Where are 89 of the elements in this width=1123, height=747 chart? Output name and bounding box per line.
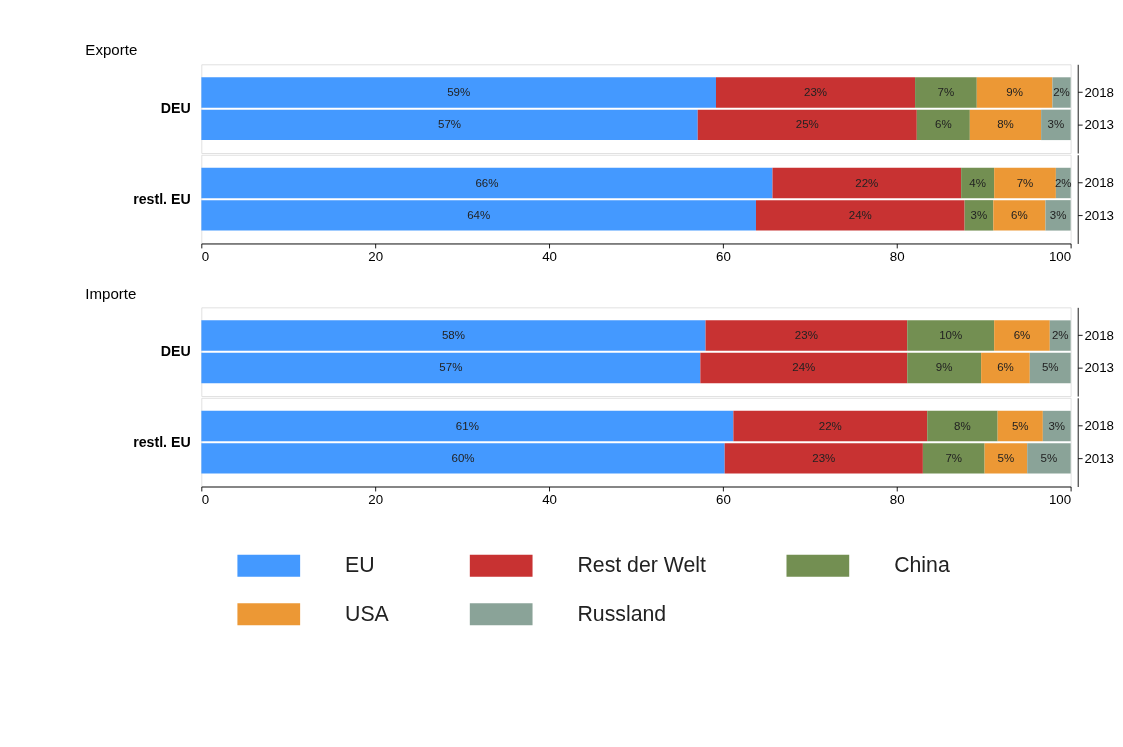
data-label: 7% xyxy=(1016,176,1034,189)
y-tick-label: 2013 xyxy=(1084,450,1115,466)
bar xyxy=(969,109,1042,141)
bar xyxy=(201,109,698,141)
data-label: 3% xyxy=(1048,419,1066,432)
data-label: 5% xyxy=(1011,419,1029,432)
bar xyxy=(976,77,1053,108)
bar xyxy=(907,320,995,351)
x-tick-label: 0 xyxy=(201,248,210,264)
y-axis-title: DEU xyxy=(160,100,191,117)
data-label: 7% xyxy=(945,451,963,464)
x-tick-label: 100 xyxy=(1048,491,1072,507)
data-label: 6% xyxy=(997,361,1014,374)
bar xyxy=(916,109,970,141)
data-label: 6% xyxy=(1011,208,1028,221)
bar xyxy=(201,352,701,384)
data-label: 8% xyxy=(954,419,971,432)
data-label: 5% xyxy=(997,451,1015,464)
bar xyxy=(201,77,716,108)
legend-label: EU xyxy=(345,553,375,578)
y-tick-label: 2018 xyxy=(1084,418,1115,434)
x-tick-label: 100 xyxy=(1048,248,1072,264)
bar xyxy=(715,77,916,108)
data-label: 9% xyxy=(1006,86,1023,99)
legend-label: Russland xyxy=(577,601,667,626)
y-tick-label: 2013 xyxy=(1084,117,1115,133)
x-tick-label: 60 xyxy=(715,491,731,507)
data-label: 2% xyxy=(1051,329,1069,342)
x-tick-label: 40 xyxy=(542,248,557,264)
legend-label: USA xyxy=(345,601,390,626)
data-label: 4% xyxy=(969,176,986,189)
data-label: 23% xyxy=(812,451,836,464)
data-label: 58% xyxy=(441,329,465,342)
y-tick-label: 2013 xyxy=(1084,207,1115,223)
y-axis-title: restl. EU xyxy=(133,433,191,450)
legend-label: Rest der Welt xyxy=(577,553,706,578)
bar xyxy=(915,77,977,108)
x-tick-label: 80 xyxy=(889,491,905,507)
y-tick-label: 2018 xyxy=(1084,327,1115,343)
y-axis-title: restl. EU xyxy=(133,190,191,207)
x-tick-label: 60 xyxy=(715,248,731,264)
data-label: 60% xyxy=(451,451,475,464)
y-tick-label: 2018 xyxy=(1084,84,1115,100)
data-label: 3% xyxy=(970,208,988,221)
data-label: 3% xyxy=(1049,208,1067,221)
data-label: 23% xyxy=(803,86,828,99)
data-label: 23% xyxy=(794,329,818,342)
bar xyxy=(981,352,1030,384)
bar xyxy=(1029,352,1071,384)
data-label: 5% xyxy=(1041,361,1059,374)
bar xyxy=(697,109,917,141)
bar xyxy=(705,320,908,351)
bar xyxy=(994,320,1050,351)
y-tick-label: 2018 xyxy=(1084,175,1115,191)
data-label: 2% xyxy=(1053,86,1070,99)
data-label: 3% xyxy=(1047,118,1065,131)
chart-title: Importe xyxy=(85,284,137,302)
x-tick-label: 20 xyxy=(368,491,384,507)
data-label: 59% xyxy=(447,86,471,99)
bar xyxy=(1041,109,1071,141)
data-label: 22% xyxy=(818,419,842,432)
legend-label: China xyxy=(894,553,950,578)
data-label: 24% xyxy=(792,361,816,374)
bar xyxy=(1052,77,1071,108)
data-label: 64% xyxy=(467,208,491,221)
data-label: 6% xyxy=(1013,329,1031,342)
data-label: 25% xyxy=(795,118,819,131)
data-label: 66% xyxy=(475,176,499,189)
x-tick-label: 0 xyxy=(201,491,210,507)
data-label: 8% xyxy=(997,118,1014,131)
x-tick-label: 80 xyxy=(889,248,905,264)
data-label: 24% xyxy=(848,208,872,221)
data-label: 57% xyxy=(439,361,463,374)
data-label: 7% xyxy=(937,86,955,99)
data-label: 9% xyxy=(935,361,953,374)
bar xyxy=(907,352,982,384)
data-label: 61% xyxy=(455,419,479,432)
bar xyxy=(700,352,908,384)
bar xyxy=(201,320,706,351)
x-tick-label: 40 xyxy=(542,491,557,507)
chart-title: Exporte xyxy=(85,41,138,59)
data-label: 22% xyxy=(855,176,879,189)
data-label: 10% xyxy=(939,329,963,342)
x-tick-label: 20 xyxy=(368,248,384,264)
data-label: 57% xyxy=(438,118,462,131)
y-tick-label: 2013 xyxy=(1084,360,1115,376)
data-label: 6% xyxy=(934,118,952,131)
data-label: 5% xyxy=(1040,451,1058,464)
y-axis-title: DEU xyxy=(160,343,191,360)
